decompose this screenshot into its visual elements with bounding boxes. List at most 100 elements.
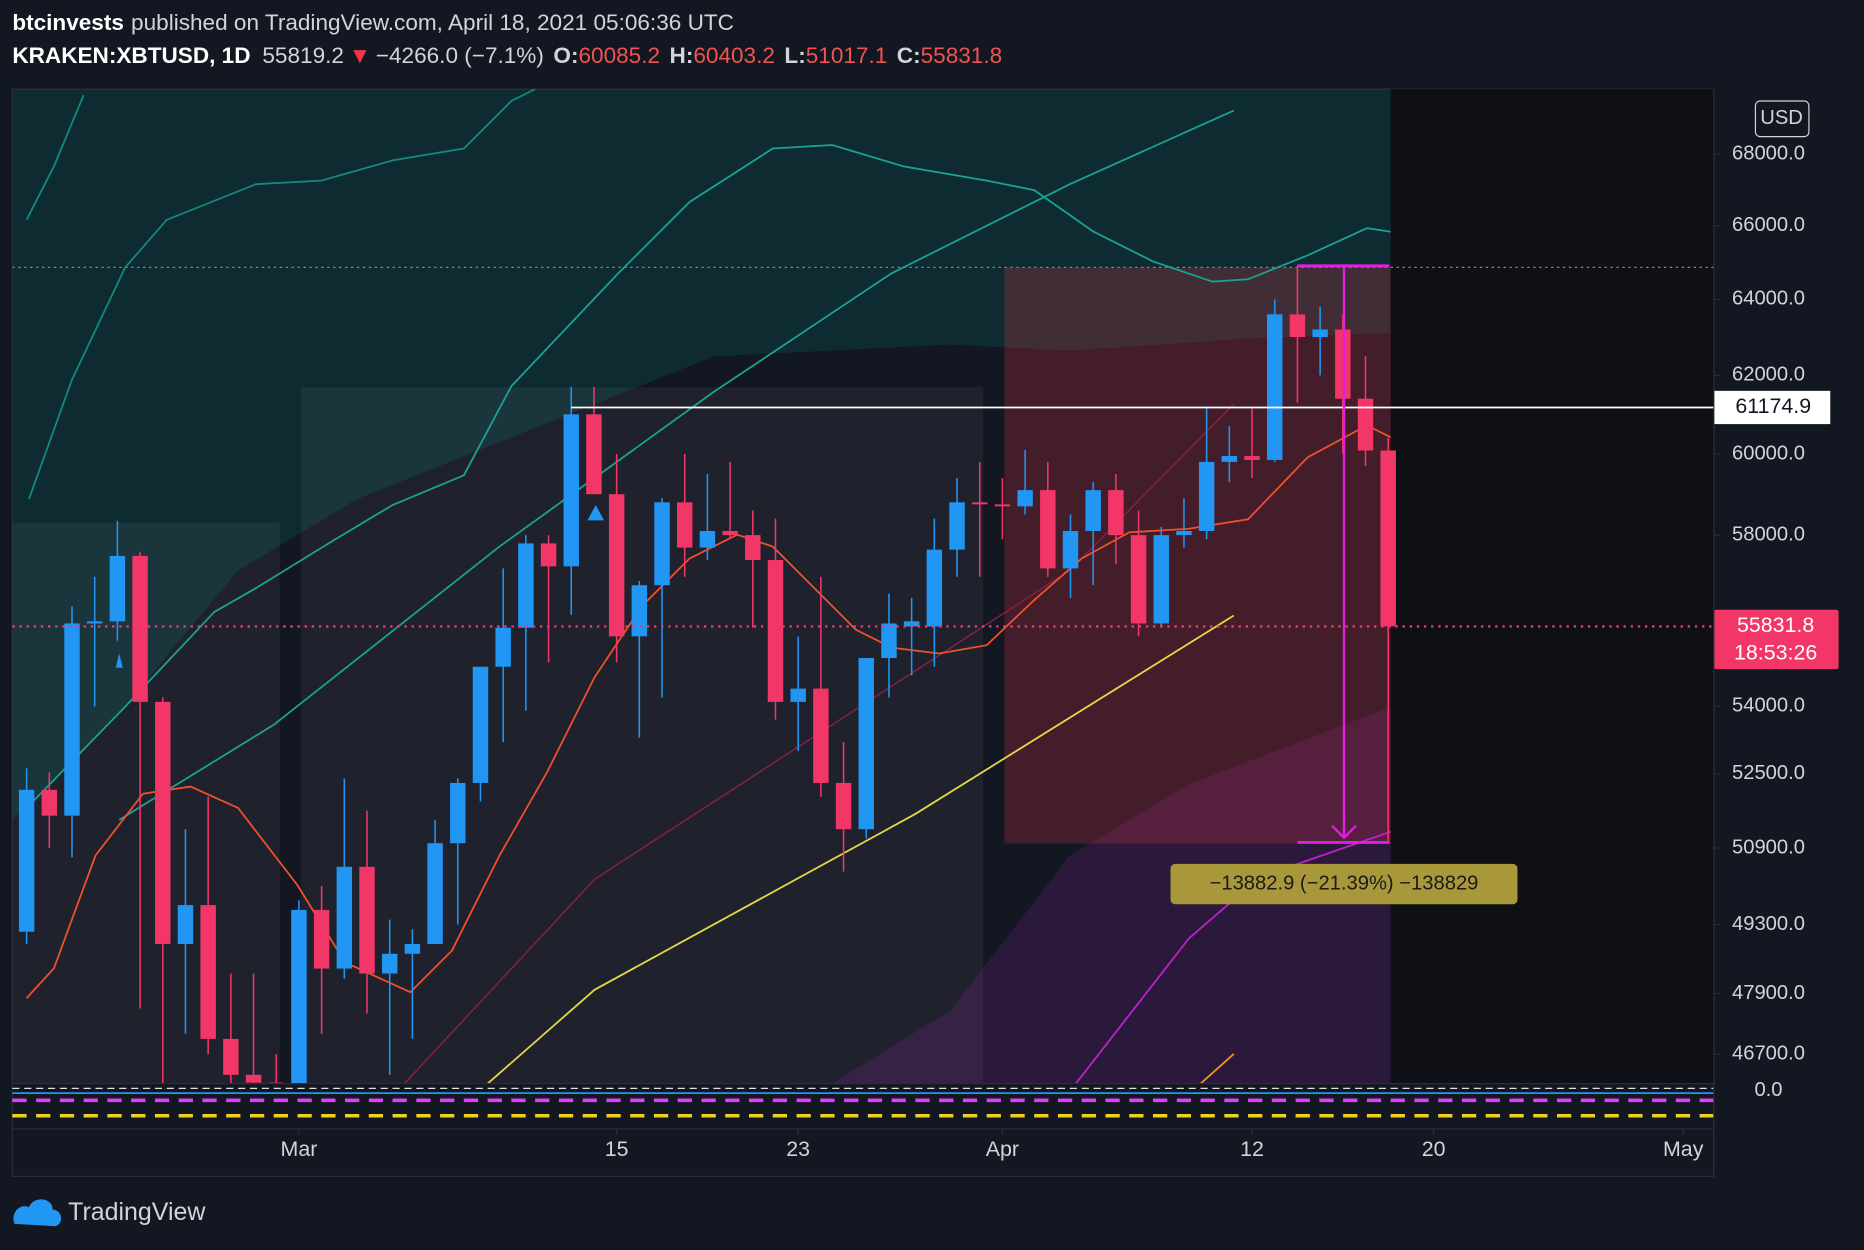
candle-body [722,531,738,536]
x-tick-label: Apr [986,1137,1019,1161]
future-area [1390,89,1714,1084]
candle-body [1198,461,1215,532]
author: btcinvests [12,10,124,35]
y-tick-label: 66000.0 [1732,214,1805,236]
candle-body [972,502,988,505]
candle-body [200,905,216,1039]
indicator-line [1075,830,1391,1084]
ohlc-value: 51017.1 [806,43,888,68]
candle-body [359,866,375,974]
level-label-box [1713,390,1831,425]
price-label: 55831.8 [1737,613,1814,637]
candle-body [1312,329,1328,338]
candle-body [676,502,693,548]
candle-body [177,905,194,944]
band-fill [12,89,1391,820]
candle-body [518,543,534,628]
ohlc-label: L: [784,43,805,68]
indicator-line [403,403,1235,1084]
candle-body [1153,535,1169,624]
candle-body [472,666,489,783]
x-tick-label: 23 [786,1137,810,1161]
candle-body [427,843,443,944]
candle-body [881,623,897,659]
ohlc-value: 60085.2 [578,43,660,68]
indicator-line [1199,1053,1235,1084]
y-tick-label: 58000.0 [1732,523,1805,545]
publish-line: btcinvests published on TradingView.com, … [12,10,734,35]
candle-body [608,494,625,637]
indicator-axis-label: 0.0 [1754,1079,1782,1101]
brand: TradingView [13,1198,206,1227]
candle-body [223,1038,239,1075]
candle-body [1221,455,1238,462]
candle-body [1130,535,1147,624]
band-fill [832,706,1391,1084]
candle-body [1289,314,1306,338]
position-box [1004,267,1391,844]
candles [18,265,1396,1084]
candle-body [1040,490,1056,569]
x-tick-label: May [1663,1137,1704,1161]
measure-label: −13882.9 (−21.39%) −138829 [1210,872,1479,894]
candle-body [631,585,648,637]
candle-body [404,943,421,954]
candle-body [291,909,307,1084]
candle-body [994,504,1011,507]
candle-body [540,543,557,567]
candle-body [64,623,80,816]
ohlc-value: 60403.2 [693,43,775,68]
candle-body [1017,490,1033,507]
candle-body [1176,531,1192,536]
candle-body [1380,450,1396,627]
candle-body [835,782,852,830]
y-tick-label: 47900.0 [1732,982,1805,1004]
candle-body [1244,455,1260,460]
ohlc-label: O: [553,43,578,68]
symbol: KRAKEN:XBTUSD, 1D [12,43,250,68]
last-price: 55819.2 [262,43,344,68]
symbol-line: KRAKEN:XBTUSD, 1D 55819.2 ▼ −4266.0 (−7.1%)… [12,43,1002,68]
candle-body [813,688,829,783]
candle-body [132,555,148,702]
x-tick-label: Mar [281,1137,318,1161]
indicator-line [28,89,536,500]
candle-body [155,701,171,944]
countdown-label: 18:53:26 [1734,640,1817,664]
candle-body [450,782,466,844]
candle-body [1108,490,1124,536]
candle-body [1357,398,1374,451]
candle-body [790,688,806,702]
candle-body [109,555,126,622]
candle-body [745,535,761,561]
price-label-box [1713,609,1839,670]
signal-marker [115,653,123,668]
brand-logo [13,1199,62,1227]
change: −4266.0 (−7.1%) [376,43,544,68]
y-tick-label: 60000.0 [1732,442,1805,464]
ohlc-value: 55831.8 [921,43,1003,68]
candle-body [381,953,398,974]
published: published on TradingView.com, April 18, … [131,10,734,35]
candle-body [654,502,670,586]
y-tick-label: 50900.0 [1732,836,1805,858]
candle-body [858,658,874,830]
currency-box [1754,100,1810,138]
candle-body [1062,531,1079,569]
drawings [12,89,1714,1084]
indicator-line [487,614,1235,1084]
candle-body [903,621,920,627]
candle-body [949,502,965,550]
candle-body [336,866,353,969]
y-tick-label: 49300.0 [1732,913,1805,935]
y-tick-label: 52500.0 [1732,762,1805,784]
candle-body [245,1074,262,1083]
signal-marker [587,504,605,521]
indicator-line [25,144,1391,809]
candle-body [767,560,784,702]
indicator-line [118,109,1235,821]
y-tick-label: 62000.0 [1732,364,1805,386]
measure-arrow [1331,824,1357,840]
